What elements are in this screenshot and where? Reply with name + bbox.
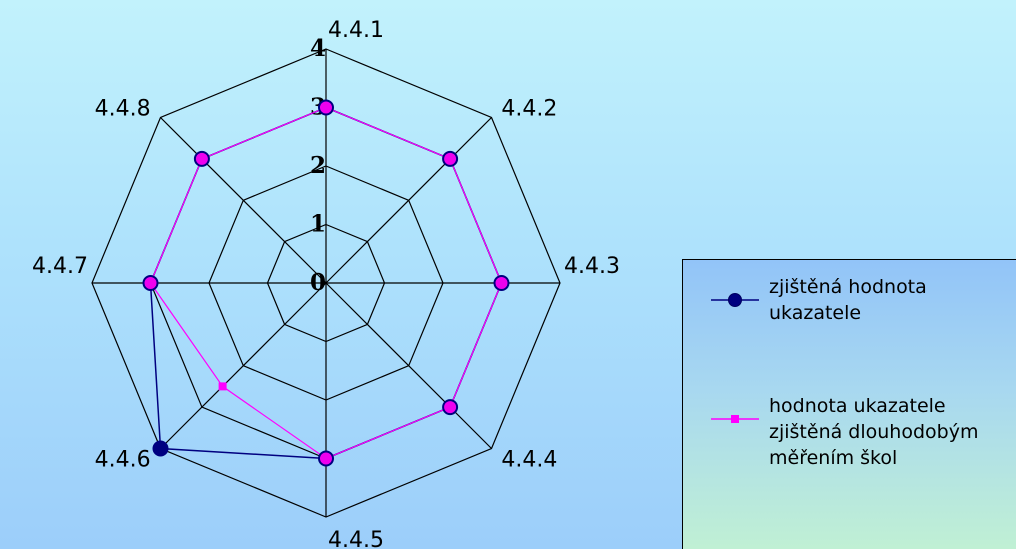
- legend-label-series2: hodnota ukazatele zjištěná dlouhodobým m…: [769, 395, 979, 469]
- radial-tick-label: 4: [310, 35, 326, 62]
- legend: zjištěná hodnota ukazatele hodnota ukaza…: [682, 259, 1016, 549]
- data-point-observed-4.4.4: [442, 399, 459, 416]
- data-point-observed-4.4.2: [442, 150, 459, 167]
- legend-label-series1: zjištěná hodnota ukazatele: [769, 276, 927, 324]
- legend-marker-series2: [711, 415, 759, 423]
- data-point-observed-4.4.8: [193, 150, 210, 167]
- radial-tick-label: 2: [310, 152, 326, 179]
- axis-spoke-4.4.2: [325, 117, 492, 284]
- axis-spoke-4.4.4: [325, 282, 492, 449]
- category-label-4.4.7: 4.4.7: [32, 254, 88, 279]
- data-point-observed-4.4.7: [142, 275, 159, 291]
- data-point-observed-4.4.5: [318, 450, 334, 467]
- data-point-observed-4.4.3: [493, 275, 510, 291]
- radial-tick-label: 1: [310, 211, 326, 238]
- data-point-long-term-4.4.6: [218, 382, 227, 391]
- legend-marker-series1: [711, 293, 759, 307]
- data-point-observed-4.4.6: [152, 440, 169, 457]
- axis-spoke-4.4.8: [160, 117, 327, 284]
- category-label-4.4.8: 4.4.8: [95, 97, 151, 122]
- category-label-4.4.3: 4.4.3: [564, 254, 620, 279]
- category-label-4.4.1: 4.4.1: [328, 18, 384, 43]
- category-label-4.4.6: 4.4.6: [95, 447, 151, 472]
- category-label-4.4.2: 4.4.2: [501, 97, 557, 122]
- axis-spoke-4.4.6: [160, 282, 327, 449]
- category-label-4.4.5: 4.4.5: [328, 528, 384, 549]
- category-label-4.4.4: 4.4.4: [501, 447, 557, 472]
- radial-tick-label: 0: [310, 269, 326, 296]
- data-point-observed-4.4.1: [318, 99, 334, 116]
